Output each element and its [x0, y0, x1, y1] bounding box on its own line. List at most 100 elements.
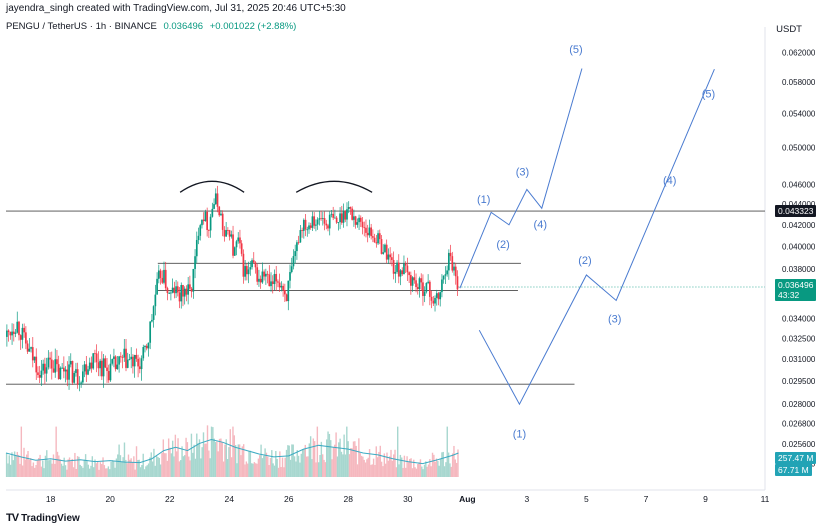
candle-body — [45, 367, 48, 374]
volume-bar — [281, 457, 284, 477]
candle-body — [391, 257, 393, 261]
volume-bar — [31, 466, 33, 477]
candle-body — [189, 284, 191, 289]
volume-bar — [222, 461, 225, 477]
candle-body — [378, 233, 381, 240]
volume-bar — [384, 463, 387, 477]
candle-body — [437, 293, 440, 300]
candle-body — [223, 229, 226, 237]
volume-bar — [184, 455, 186, 477]
volume-bar — [91, 456, 94, 477]
volume-bar — [401, 457, 403, 477]
volume-bar — [429, 459, 431, 477]
wave-alt-label: (1) — [513, 429, 526, 441]
volume-bar — [107, 466, 110, 477]
candle-body — [180, 285, 183, 302]
chart-caption: jayendra_singh created with TradingView.… — [6, 3, 346, 14]
candle-body — [126, 359, 129, 368]
y-tick-label: 0.046000 — [782, 181, 816, 190]
y-tick-label: 0.058000 — [782, 78, 816, 87]
y-tick-label: 0.028000 — [782, 400, 816, 409]
x-tick-label: 20 — [105, 494, 115, 504]
candle-body — [175, 286, 177, 294]
volume-bar — [313, 441, 316, 477]
candle-body — [71, 360, 74, 383]
volume-bar — [67, 459, 69, 477]
volume-bar — [122, 457, 124, 477]
volume-bar — [60, 463, 63, 477]
volume-bar — [5, 453, 8, 477]
x-tick-label: 7 — [644, 494, 649, 504]
volume-bar — [269, 458, 272, 477]
volume-bar — [55, 426, 57, 477]
volume-bar — [387, 460, 390, 477]
candle-body — [273, 273, 276, 285]
candle-body — [340, 213, 343, 223]
tradingview-brand: TradingView — [21, 512, 80, 524]
candle-body — [410, 275, 412, 286]
candle-body — [335, 217, 338, 223]
candle-body — [50, 359, 53, 369]
volume-bar — [386, 452, 388, 477]
x-tick-label: 11 — [761, 494, 770, 504]
volume-bar — [154, 465, 156, 477]
candle-body — [185, 288, 188, 295]
volume-bar — [13, 451, 16, 477]
last-price: 0.036496 — [163, 21, 204, 32]
candle-body — [100, 360, 103, 377]
volume-bar — [42, 460, 44, 477]
candle-body — [75, 369, 77, 373]
candle-body — [346, 209, 348, 220]
volume-bar — [185, 437, 187, 477]
volume-bar — [251, 463, 253, 477]
symbol-name[interactable]: PENGU / TetherUS · 1h · BINANCE — [6, 21, 157, 32]
volume-bar — [433, 454, 435, 477]
candle-body — [9, 332, 12, 336]
volume-bar — [206, 425, 209, 477]
candle-body — [106, 367, 108, 372]
volume-bar — [92, 467, 95, 477]
candle-body — [97, 362, 100, 369]
candle-body — [259, 278, 262, 283]
volume-bar — [127, 454, 130, 477]
candle-body — [30, 347, 32, 349]
volume-bar — [146, 465, 148, 477]
volume-bar — [320, 441, 323, 477]
volume-bar — [78, 456, 80, 477]
volume-bar — [260, 444, 262, 477]
candle-body — [170, 292, 172, 294]
volume-bar — [367, 457, 369, 477]
currency-label[interactable]: USDT — [776, 24, 802, 35]
candle-body — [242, 253, 245, 277]
volume-bar — [296, 450, 298, 477]
volume-bar — [51, 463, 53, 477]
candle-body — [266, 273, 269, 275]
volume-bar — [87, 464, 89, 477]
volume-bar — [352, 441, 355, 477]
tradingview-footer[interactable]: TV TradingView — [6, 512, 80, 524]
price-tag-4: 67.71 M — [775, 463, 812, 476]
volume-bar — [268, 465, 270, 477]
volume-bar — [317, 462, 320, 477]
volume-bar — [123, 442, 126, 477]
price-tag-value: 67.71 M — [778, 464, 809, 475]
candle-body — [240, 243, 243, 254]
volume-bar — [409, 458, 411, 477]
volume-bar — [261, 458, 264, 477]
candle-body — [423, 291, 426, 296]
candle-body — [363, 227, 366, 229]
volume-bar — [399, 454, 402, 477]
volume-bar — [149, 457, 151, 477]
volume-bar — [102, 457, 104, 477]
volume-bar — [217, 451, 219, 477]
volume-bar — [229, 429, 231, 477]
candle-body — [176, 286, 179, 293]
volume-bar — [245, 461, 248, 477]
candle-body — [422, 282, 424, 296]
volume-bar — [96, 461, 99, 477]
volume-bar — [327, 431, 329, 477]
candle-body — [246, 266, 248, 275]
candle-body — [271, 281, 274, 285]
candle-body — [342, 210, 345, 223]
